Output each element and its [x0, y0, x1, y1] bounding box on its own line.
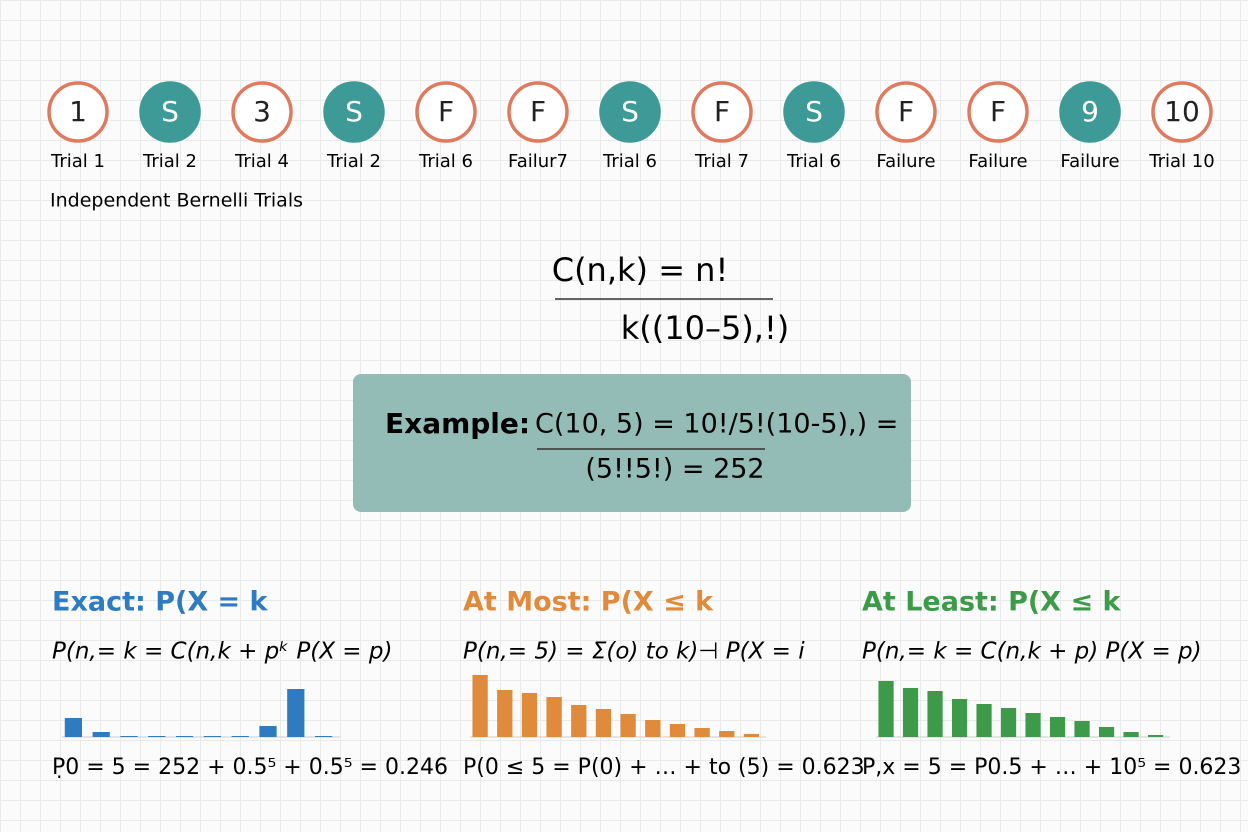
bar	[645, 720, 661, 737]
bar	[314, 736, 333, 737]
trial-circle	[507, 81, 569, 143]
trial-symbol: 9	[1081, 95, 1099, 128]
trial-symbol: F	[898, 95, 914, 128]
bar	[521, 693, 538, 737]
bar	[203, 736, 222, 737]
trial-caption: Failure	[1060, 151, 1119, 172]
bar	[669, 724, 686, 737]
bar	[287, 689, 305, 737]
bar	[719, 731, 735, 737]
bar	[694, 728, 710, 737]
panel-result: P,x = 5 = P0.5 + … + 10⁵ = 0.623	[862, 755, 1241, 780]
panel-title: At Most: P(X ≤ k	[463, 587, 714, 618]
bar	[571, 705, 587, 737]
trial-symbol: F	[714, 95, 730, 128]
bar	[1147, 735, 1164, 737]
panel-title: Exact: P(X = k	[52, 587, 269, 618]
panel-result: P̣0 = 5 = 252 + 0.5⁵ + 0.5⁵ = 0.246	[52, 755, 448, 780]
bar	[1049, 717, 1066, 737]
bar	[92, 732, 110, 737]
trial-caption: Trial 6	[786, 151, 841, 172]
bar	[951, 699, 968, 737]
trial-caption: Trial 6	[418, 151, 473, 172]
example-line2: (5!!5!) = 252	[585, 454, 764, 485]
trial-circle	[599, 81, 661, 143]
panel-result: P(0 ≤ 5 = P(0) + … + to (5) = 0.623	[463, 755, 865, 780]
trial-symbol: F	[990, 95, 1006, 128]
panel-title: At Least: P(X ≤ k	[862, 587, 1121, 618]
trial-caption: Failure	[876, 151, 935, 172]
trial-symbol: 10	[1164, 95, 1200, 128]
trial-symbol: S	[621, 95, 639, 128]
formula-numerator: C(n,k) = n!	[552, 251, 729, 289]
formula-denominator: k((10–5),!)	[621, 309, 790, 347]
trial-symbol: S	[161, 95, 179, 128]
bar	[743, 734, 760, 737]
example-label: Example:	[385, 407, 530, 440]
trial-symbol: S	[345, 95, 363, 128]
trial-caption: Trial 1	[50, 151, 105, 172]
trial-caption: Trial 2	[326, 151, 381, 172]
panel-formula: P(n,= k = C(n,k + p) P(X = p)	[862, 639, 1202, 665]
trial-symbol: 3	[253, 95, 271, 128]
bar	[175, 736, 194, 737]
trial-caption: Trial 10	[1148, 151, 1214, 172]
example-box	[353, 374, 911, 512]
bar	[497, 690, 513, 737]
trial-circle	[875, 81, 937, 143]
trial-caption: Trial 7	[694, 151, 749, 172]
panel-formula: P(n,= 5) = Σ(o) to k)⊣ P(X = i	[463, 639, 805, 665]
trial-symbol: 1	[69, 95, 87, 128]
bar	[231, 736, 249, 737]
trials-label: Independent Bernelli Trials	[50, 190, 303, 212]
bar	[976, 704, 992, 737]
example-line1: C(10, 5) = 10!/5!(10-5),) =	[535, 409, 898, 440]
trial-circle	[47, 81, 109, 143]
trial-circle	[691, 81, 753, 143]
bar	[595, 709, 612, 737]
trial-caption: Failur7	[508, 151, 568, 172]
bar	[1123, 732, 1139, 737]
bar	[546, 697, 562, 737]
trial-circle	[323, 81, 385, 143]
trial-caption: Trial 2	[142, 151, 197, 172]
panel-formula: P(n,= k = C(n,k + pᵏ P(X = p)	[52, 639, 392, 665]
bar	[120, 736, 138, 737]
trial-caption: Trial 6	[602, 151, 657, 172]
bar	[902, 688, 919, 737]
trial-circle	[783, 81, 845, 143]
bar	[472, 675, 488, 737]
trial-symbol: S	[805, 95, 823, 128]
trial-symbol: F	[438, 95, 454, 128]
bar	[927, 691, 943, 737]
trial-caption: Failure	[968, 151, 1027, 172]
bar	[620, 714, 636, 737]
trial-circle	[139, 81, 201, 143]
bar	[1000, 708, 1017, 737]
trial-circle	[967, 81, 1029, 143]
trial-circle	[415, 81, 477, 143]
bar	[64, 718, 83, 737]
trial-circle	[1059, 81, 1121, 143]
trial-symbol: F	[530, 95, 546, 128]
bar	[878, 681, 894, 737]
bar	[1098, 727, 1115, 737]
bar	[1074, 721, 1090, 737]
trial-caption: Trial 4	[234, 151, 289, 172]
bar	[259, 726, 277, 737]
trial-circle	[1151, 81, 1213, 143]
bar	[148, 736, 166, 737]
bar	[1025, 713, 1041, 737]
trial-circle	[231, 81, 293, 143]
